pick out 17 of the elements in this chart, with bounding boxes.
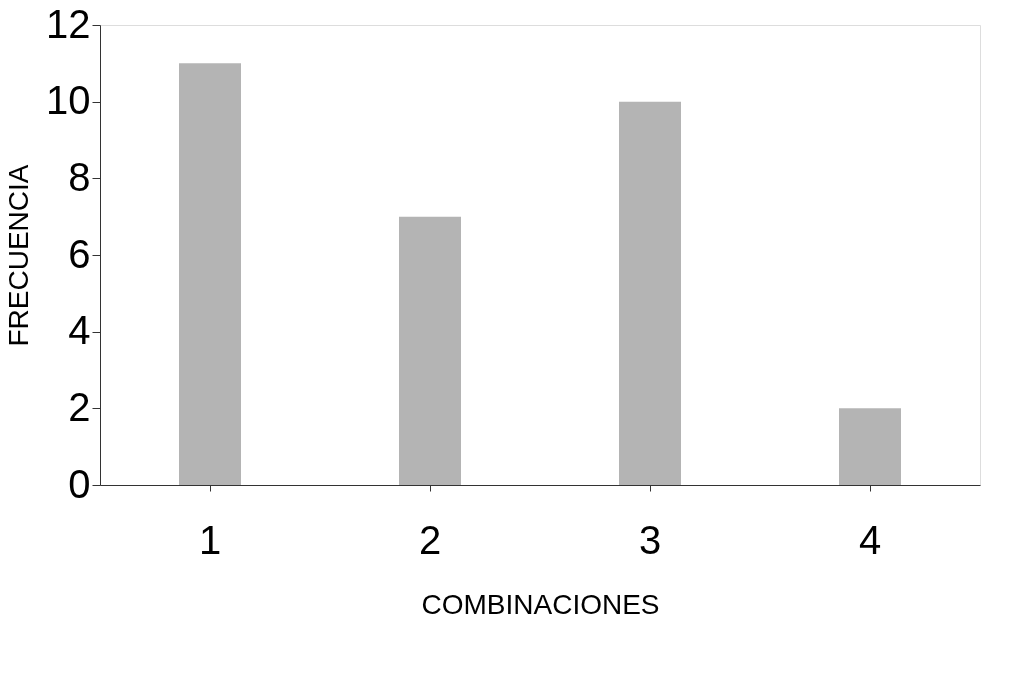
bar — [619, 101, 681, 485]
y-tick-label: 2 — [68, 384, 91, 429]
x-tick-label: 3 — [638, 517, 662, 562]
bar — [399, 216, 461, 485]
x-axis-title: COMBINACIONES — [421, 588, 660, 620]
bar — [839, 408, 901, 485]
y-tick-label: 0 — [68, 461, 91, 506]
y-tick-label: 6 — [68, 231, 91, 276]
x-tick-label: 1 — [198, 517, 222, 562]
x-tick-label: 4 — [858, 517, 882, 562]
y-tick-label: 12 — [46, 1, 91, 46]
y-tick-label: 8 — [68, 154, 91, 199]
y-tick-label: 10 — [46, 78, 91, 123]
y-tick-label: 4 — [68, 308, 91, 353]
y-axis-title: FRECUENCIA — [3, 164, 35, 347]
x-tick-label: 2 — [418, 517, 442, 562]
bar — [179, 63, 241, 485]
